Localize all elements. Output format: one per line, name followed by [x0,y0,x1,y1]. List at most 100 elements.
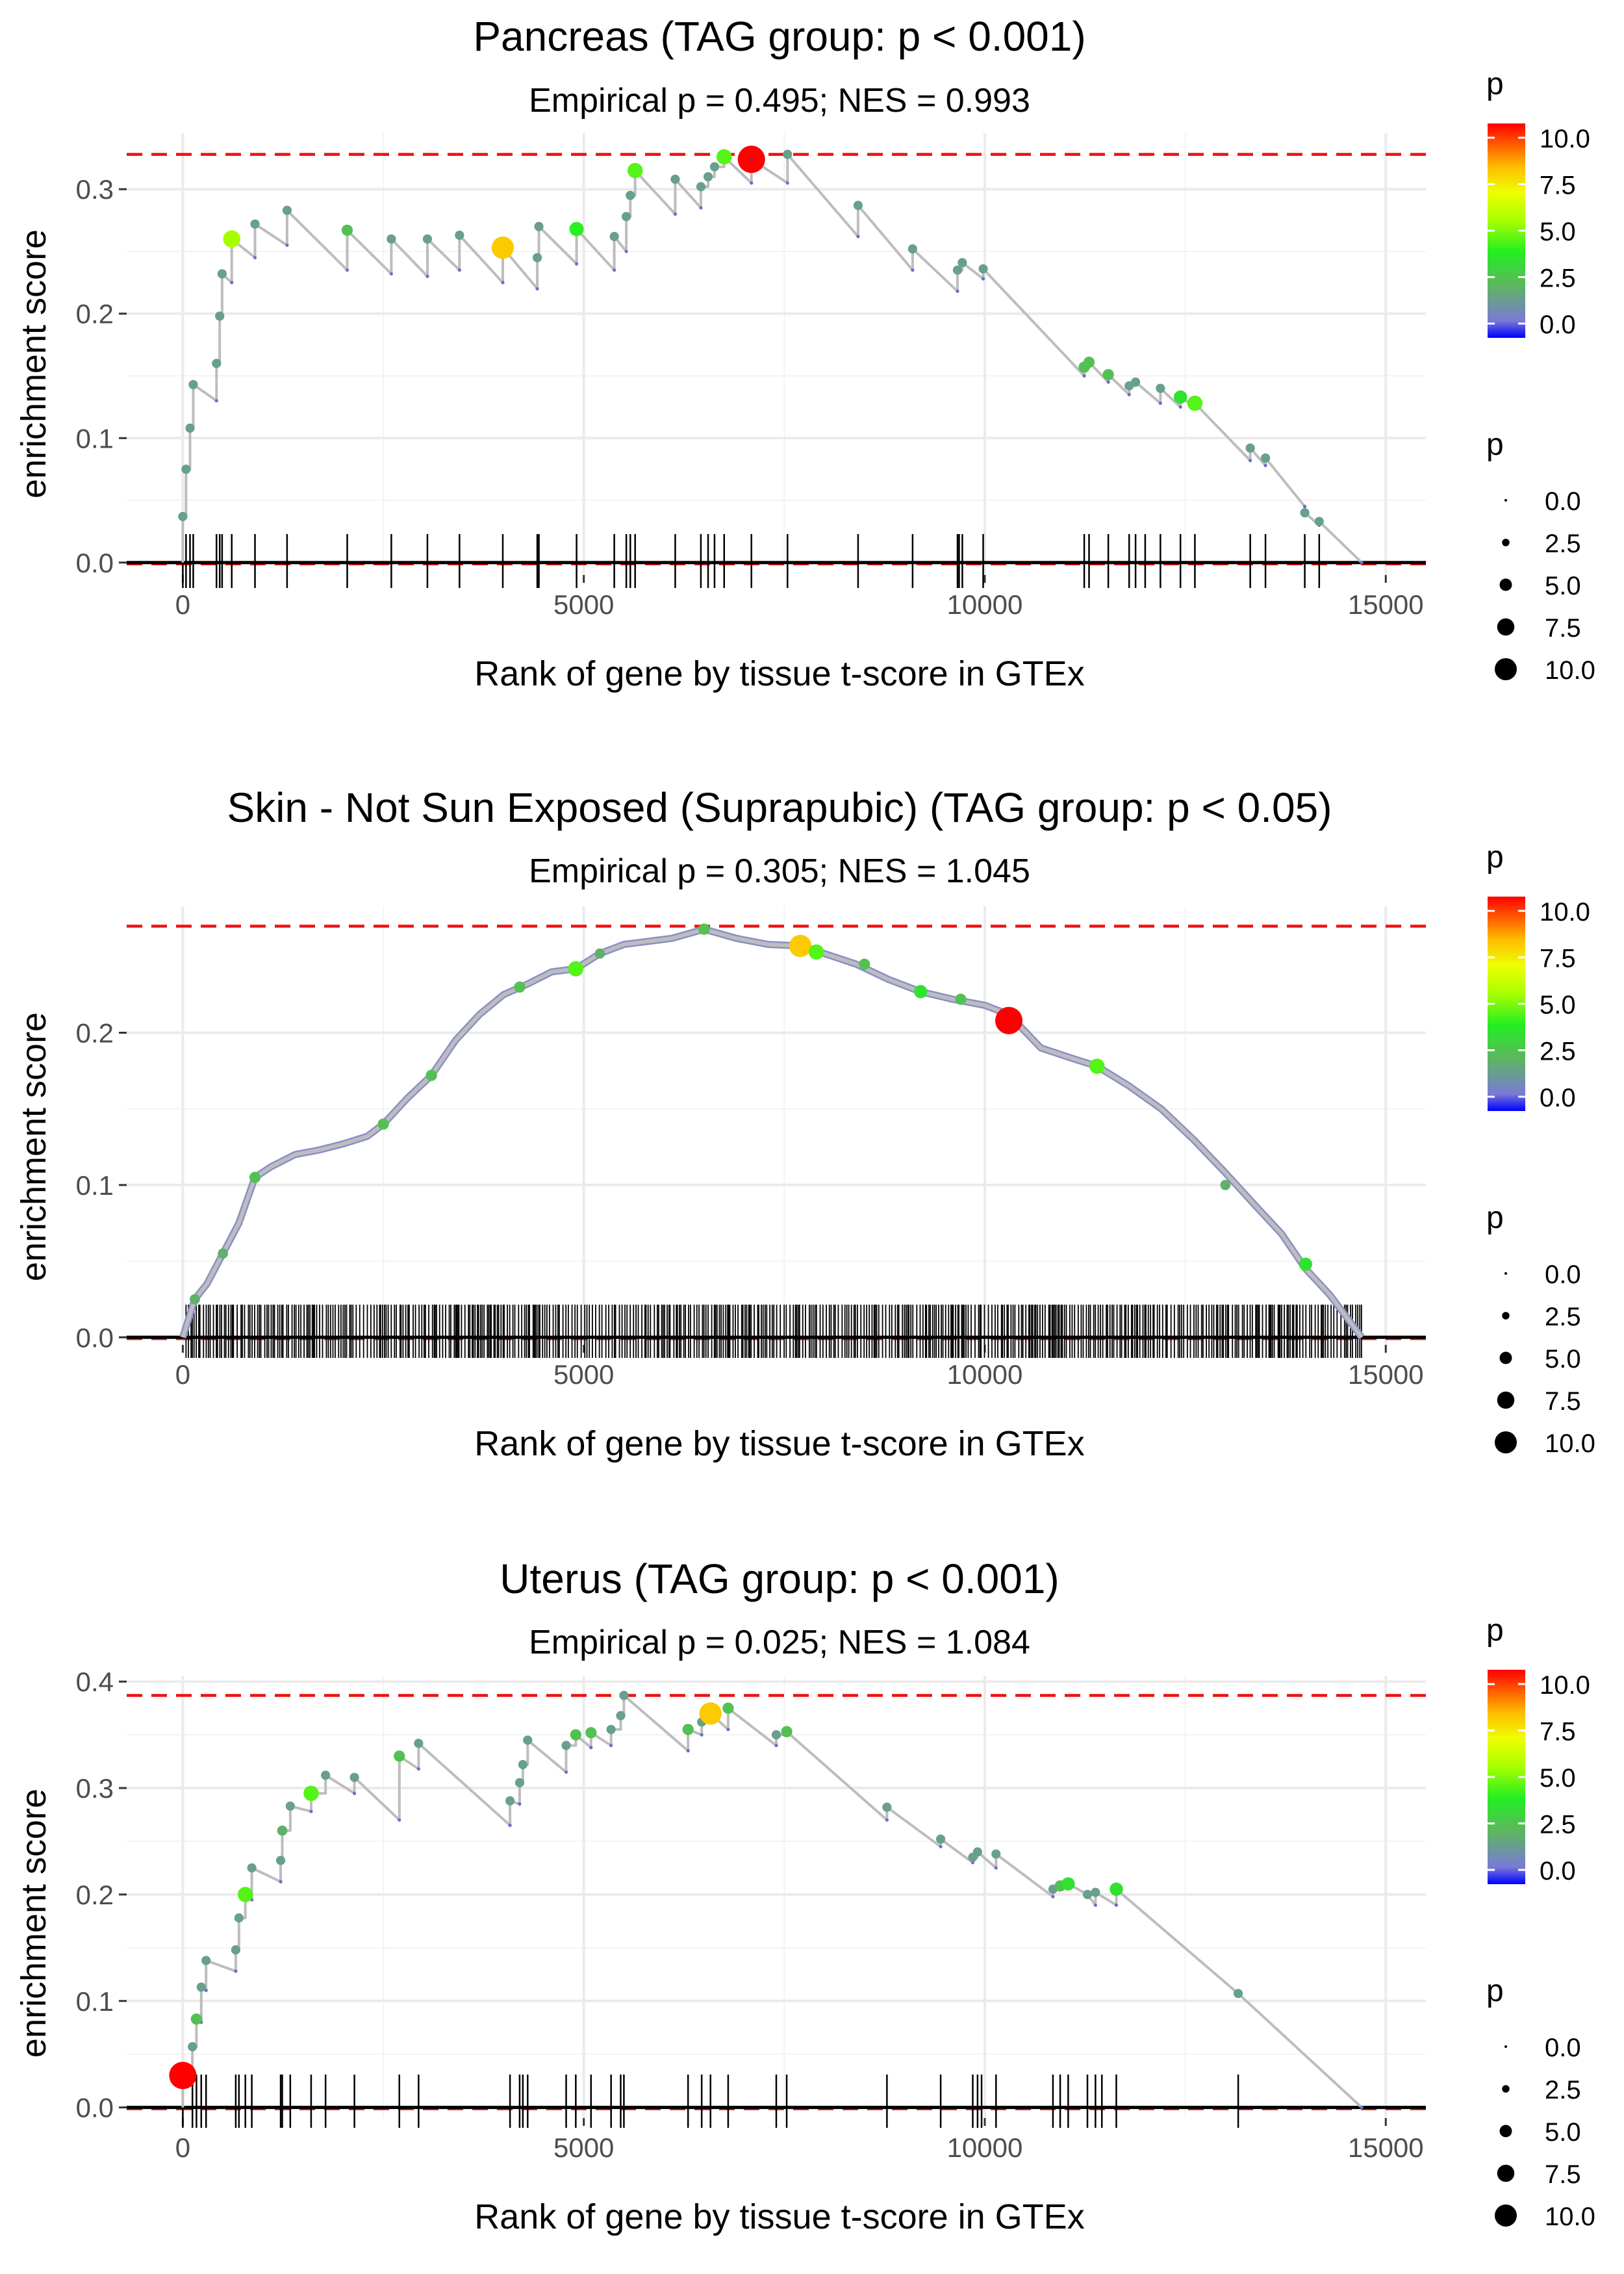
rug [185,1305,1362,1358]
es-line [181,1694,1363,2109]
hit-point [341,224,353,236]
hit-point [1091,1887,1100,1897]
size-key-label: 10.0 [1545,1429,1595,1458]
chart-subtitle: Empirical p = 0.025; NES = 1.084 [529,1624,1030,1661]
hit-point [882,1802,892,1812]
hit-point [1110,1882,1123,1896]
hit-point [859,958,870,970]
size-key-dot [1495,1431,1517,1453]
hit-point [247,1863,257,1873]
hit-point [217,269,227,279]
size-key-dot [1497,2164,1515,2182]
hit-point [282,205,292,215]
hit-point [1156,383,1165,393]
miss-point [1360,2106,1364,2110]
miss-point [398,1818,401,1822]
hit-point [185,423,195,433]
size-key-dot [1504,2045,1507,2048]
colorbar-label: 7.5 [1540,945,1576,973]
y-tick-label: 0.4 [76,1667,114,1697]
chart-subtitle: Empirical p = 0.305; NES = 1.045 [529,852,1030,890]
miss-point [457,268,461,272]
hit-point [285,1801,295,1811]
hit-point [1130,377,1141,387]
miss-point [609,1743,613,1748]
panel-pancreas: Pancreas (TAG group: p < 0.001) Empirica… [14,13,1426,693]
size-key-dot [1495,658,1517,680]
miss-point [1106,380,1110,384]
hit-point [682,1724,694,1735]
size-key-dot [1499,2125,1512,2138]
size-legend-title: p [1486,1974,1504,2008]
size-key-dot [1502,1312,1510,1320]
hit-point [212,359,222,368]
hit-point [514,981,526,993]
size-key-dot [1502,2085,1510,2093]
y-tick-label: 0.1 [76,1170,114,1201]
colorbar-label: 2.5 [1540,1811,1576,1839]
hit-point [699,1702,722,1725]
hit-point [394,1750,405,1762]
colorbar-label: 7.5 [1540,1718,1576,1746]
miss-point [1051,1895,1055,1898]
miss-point [389,272,394,276]
hit-point [275,1856,286,1865]
size-key-dot [1504,1272,1507,1275]
hit-point [696,182,706,192]
hit-point [1299,1257,1313,1271]
hit-point [321,1770,331,1780]
x-tick-label: 15000 [1348,589,1424,620]
hit-point [1245,443,1255,453]
y-tick-label: 0.1 [76,423,114,454]
hit-point [698,923,710,935]
miss-point [1263,463,1267,468]
hit-point [169,2062,197,2089]
size-key-label: 2.5 [1545,530,1581,558]
size-key-label: 10.0 [1545,656,1595,685]
hit-point [622,212,631,222]
colorbar-label: 5.0 [1540,991,1576,1019]
x-tick-label: 5000 [553,2132,614,2163]
x-tick-label: 15000 [1348,1359,1424,1390]
colorbar-label: 10.0 [1540,1671,1590,1700]
size-key-dot [1497,618,1515,636]
hit-point [1082,1889,1093,1900]
size-legend-title: p [1486,1201,1504,1235]
size-key-label: 10.0 [1545,2203,1595,2231]
colorbar-label: 2.5 [1540,264,1576,293]
miss-point [1178,405,1182,409]
y-tick-label: 0.0 [76,2093,114,2123]
hit-point [1314,517,1324,526]
hit-point [178,511,188,522]
miss-point [253,255,257,260]
hit-point [907,244,917,254]
miss-point [699,206,703,210]
colorbar-label: 10.0 [1540,125,1590,153]
hit-point [349,1772,359,1782]
hit-point [491,236,514,259]
hit-point [627,162,643,179]
hit-point [188,379,198,390]
hit-point [1061,1877,1075,1891]
size-key-label: 0.0 [1545,1260,1581,1289]
x-tick-label: 15000 [1348,2132,1424,2163]
hit-point [991,1849,1001,1859]
x-tick-label: 5000 [553,1359,614,1390]
hit-point [737,146,765,173]
chart-title: Uterus (TAG group: p < 0.001) [500,1555,1059,1602]
hit-point [190,1294,200,1305]
x-axis-label: Rank of gene by tissue t-score in GTEx [474,1424,1084,1463]
miss-point [700,1733,704,1737]
colorbar-label: 5.0 [1540,218,1576,246]
hit-point [534,222,544,231]
miss-point [1127,392,1131,396]
miss-point [589,1746,593,1750]
colorbar-label: 7.5 [1540,172,1576,200]
colorbar-label: 0.0 [1540,1857,1576,1885]
colorbar-label: 5.0 [1540,1764,1576,1793]
hit-point [569,222,584,236]
miss-point [214,399,218,403]
miss-point [956,289,959,293]
hit-point [619,1691,629,1700]
size-key-label: 7.5 [1545,2160,1581,2189]
